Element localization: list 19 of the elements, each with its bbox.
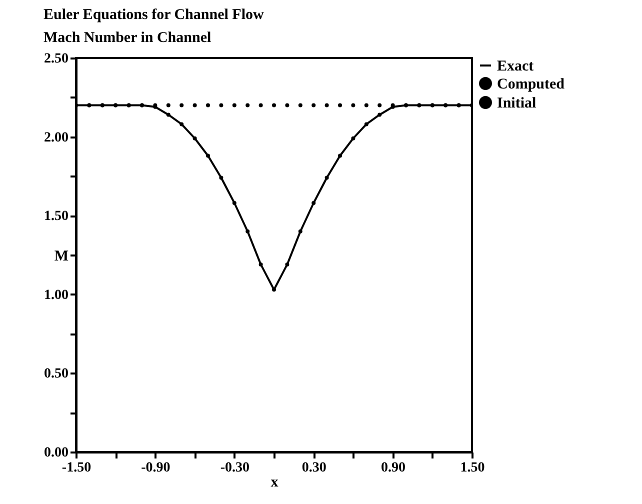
legend-label: Initial: [497, 96, 536, 112]
chart-title: Euler Equations for Channel Flow: [44, 7, 264, 23]
y-tick-label: 2.00: [44, 130, 68, 146]
y-axis-title: M: [54, 248, 68, 264]
legend-label: Computed: [497, 76, 566, 92]
x-tick-label: 0.30: [302, 460, 326, 476]
x-tick-label: -1.50: [62, 460, 92, 476]
y-tick-label: 0.00: [44, 446, 68, 460]
y-tick-label: 1.00: [44, 288, 68, 303]
x-axis-title: x: [270, 474, 279, 490]
y-tick-label: 2.50: [44, 52, 68, 66]
x-tick-label: -0.30: [220, 460, 250, 476]
y-tick-label: 0.50: [44, 366, 68, 382]
x-tick-label: -0.90: [141, 460, 170, 476]
chart-subtitle: Mach Number in Channel: [44, 30, 212, 46]
y-tick-label: 1.50: [44, 209, 68, 224]
legend-label: Exact: [497, 58, 534, 74]
x-tick-label: 0.90: [381, 460, 406, 476]
x-tick-label: 1.50: [460, 460, 485, 476]
